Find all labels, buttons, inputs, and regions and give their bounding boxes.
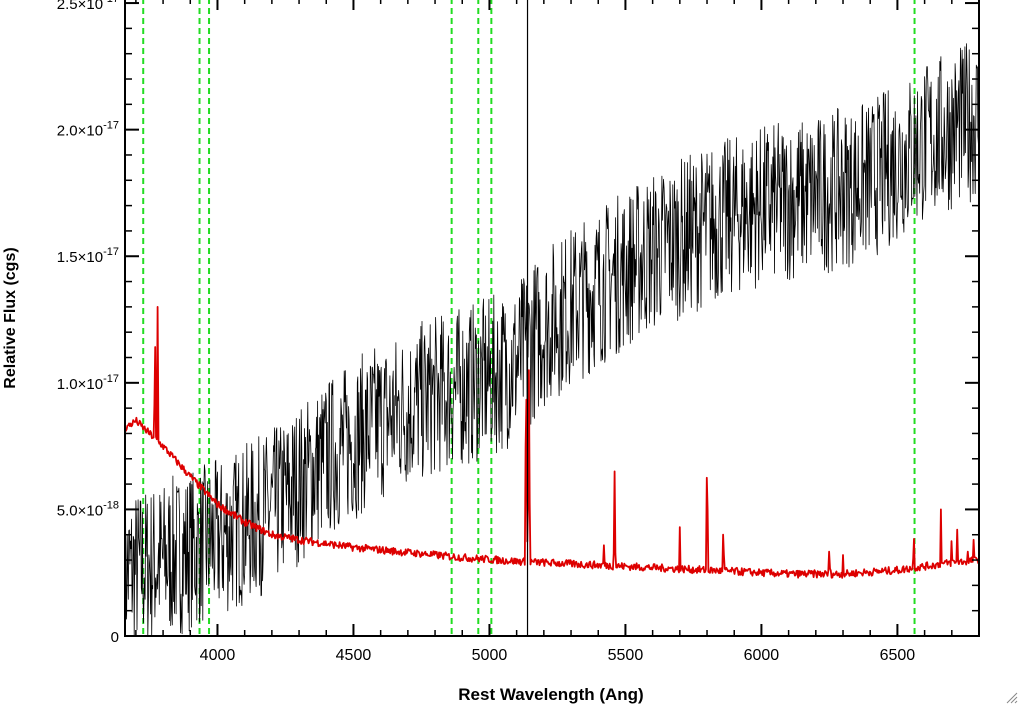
y-tick-label: 2.0×10-17 xyxy=(57,120,119,140)
y-axis-ticks: 0 5.0×10-18 1.0×10-17 1.5×10-17 2.0×10-17 2.5… xyxy=(57,0,979,646)
y-tick-label: 1.5×10-17 xyxy=(57,246,119,266)
y-tick-label: 2.5×10-17 xyxy=(57,0,119,13)
x-tick-label: 4500 xyxy=(336,647,372,664)
y-tick-label: 5.0×10-18 xyxy=(57,499,119,519)
y-axis-label: Relative Flux (cgs) xyxy=(2,247,19,388)
y-tick-label: 0 xyxy=(111,629,119,646)
x-tick-label: 6500 xyxy=(880,647,916,664)
x-axis-label: Rest Wavelength (Ang) xyxy=(458,685,643,704)
plot-frame xyxy=(124,0,980,637)
series-group xyxy=(124,43,980,637)
resize-grip-icon[interactable] xyxy=(1004,690,1018,704)
model-spectrum-line xyxy=(124,305,980,579)
x-tick-label: 4000 xyxy=(200,647,236,664)
x-tick-label: 5000 xyxy=(472,647,508,664)
reference-line-group xyxy=(142,0,916,636)
x-axis-ticks: 4000 4500 5000 5500 6000 6500 xyxy=(135,0,980,664)
x-tick-label: 6000 xyxy=(744,647,780,664)
y-tick-label: 1.0×10-17 xyxy=(57,373,119,393)
observed-spectrum-line xyxy=(124,43,980,637)
x-tick-label: 5500 xyxy=(608,647,644,664)
